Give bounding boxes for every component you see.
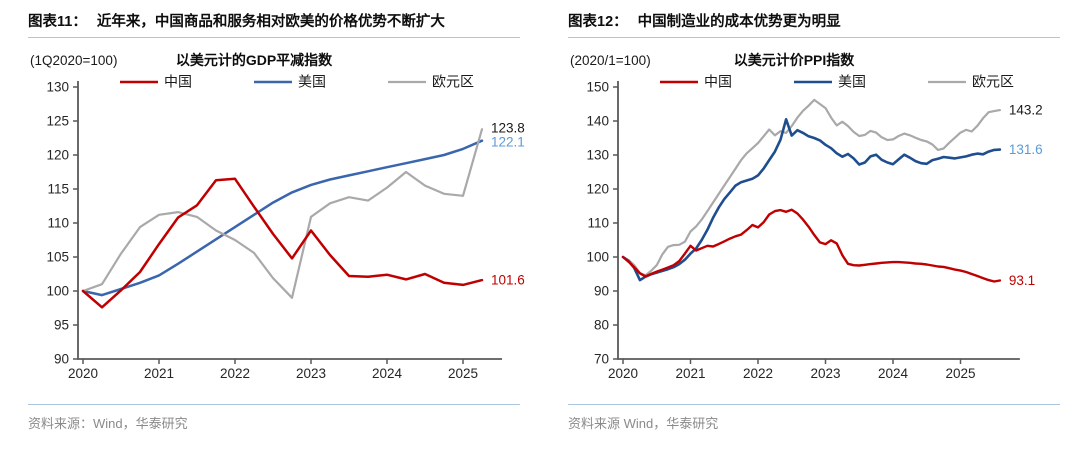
gdp-deflator-line-chart: 90 95 100 105 110 115 120 125 130 2020 2021 2022 202… [46, 74, 525, 382]
figure-11-label: 图表11： [28, 14, 87, 30]
y-tick-label: 115 [47, 182, 69, 197]
figure-12-panel: 图表12： 中国制造业的成本优势更为明显 (2020/1=100) 以美元计价PP… [540, 0, 1080, 453]
end-label-china: 101.6 [491, 273, 525, 288]
end-label-us: 122.1 [491, 134, 525, 149]
end-label-eurozone: 143.2 [1009, 103, 1043, 118]
figure-11-unit-note: (1Q2020=100) [30, 53, 118, 68]
legend-label-eurozone: 欧元区 [432, 74, 474, 90]
x-tick-label: 2023 [810, 366, 840, 381]
x-tick-label: 2024 [878, 366, 909, 381]
y-tick-label: 140 [586, 114, 609, 129]
y-tick-label: 125 [46, 114, 69, 129]
y-tick-label: 100 [586, 250, 609, 265]
legend-label-eurozone: 欧元区 [972, 74, 1014, 90]
x-tick-label: 2022 [220, 366, 250, 381]
line-china [81, 177, 484, 309]
figure-11-panel: 图表11： 近年来，中国商品和服务相对欧美的价格优势不断扩大 (1Q2020=10… [28, 10, 525, 432]
x-tick-label: 2022 [743, 366, 773, 381]
x-tick-label: 2021 [675, 366, 705, 381]
x-tick-label: 2020 [68, 366, 98, 381]
y-tick-label: 105 [46, 250, 69, 265]
x-tick-label: 2024 [372, 366, 403, 381]
y-tick-label: 130 [46, 80, 69, 95]
y-tick-label: 150 [586, 80, 609, 95]
axis-lines [617, 81, 1020, 360]
end-label-china: 93.1 [1009, 273, 1035, 288]
line-us [621, 117, 1002, 282]
end-label-eurozone: 123.8 [491, 120, 525, 135]
y-tick-label: 95 [54, 318, 69, 333]
y-tick-label: 110 [47, 216, 69, 231]
y-tick-label: 120 [46, 148, 69, 163]
figure-12-chart-title: 以美元计价PPI指数 [733, 52, 855, 68]
figure-11-header: 图表11： 近年来，中国商品和服务相对欧美的价格优势不断扩大 [28, 10, 520, 38]
y-tick-label: 100 [46, 284, 69, 299]
y-tick-label: 80 [594, 318, 609, 333]
x-tick-label: 2020 [608, 366, 638, 381]
y-tick-label: 130 [586, 148, 609, 163]
y-tick-label: 70 [594, 352, 609, 367]
figure-12-chart-head: (2020/1=100) 以美元计价PPI指数 [568, 50, 1060, 72]
x-tick-label: 2023 [296, 366, 326, 381]
legend-label-china: 中国 [164, 74, 192, 90]
figure-11-source: 资料来源：Wind，华泰研究 [28, 404, 520, 432]
y-tick-label: 120 [586, 182, 609, 197]
figure-12-source: 资料来源 Wind，华泰研究 [568, 404, 1060, 432]
x-tick-label: 2021 [144, 366, 174, 381]
x-tick-label: 2025 [945, 366, 975, 381]
x-tick-label: 2025 [448, 366, 478, 381]
end-label-us: 131.6 [1009, 142, 1043, 157]
figure-11-chart-title: 以美元计的GDP平减指数 [175, 52, 333, 68]
line-china [621, 208, 1002, 283]
y-tick-label: 110 [587, 216, 609, 231]
axis-lines [77, 81, 502, 360]
figure-12-label: 图表12： [568, 14, 628, 30]
line-eurozone [621, 98, 1001, 277]
legend-label-china: 中国 [704, 74, 732, 90]
line-eurozone [81, 128, 484, 299]
figure-12-unit-note: (2020/1=100) [570, 53, 651, 68]
line-us [81, 139, 484, 297]
figure-11-title: 近年来，中国商品和服务相对欧美的价格优势不断扩大 [96, 14, 445, 30]
figure-11-chart-head: (1Q2020=100) 以美元计的GDP平减指数 [28, 50, 520, 72]
legend-label-us: 美国 [838, 74, 866, 90]
figure-12-title: 中国制造业的成本优势更为明显 [637, 14, 841, 30]
y-tick-label: 90 [594, 284, 609, 299]
ppi-line-chart: 70 80 90 100 110 120 130 140 150 2020 2021 2022 2023… [586, 74, 1043, 382]
figure-12-header: 图表12： 中国制造业的成本优势更为明显 [568, 10, 1060, 38]
legend-label-us: 美国 [298, 74, 326, 90]
y-tick-label: 90 [54, 352, 69, 367]
